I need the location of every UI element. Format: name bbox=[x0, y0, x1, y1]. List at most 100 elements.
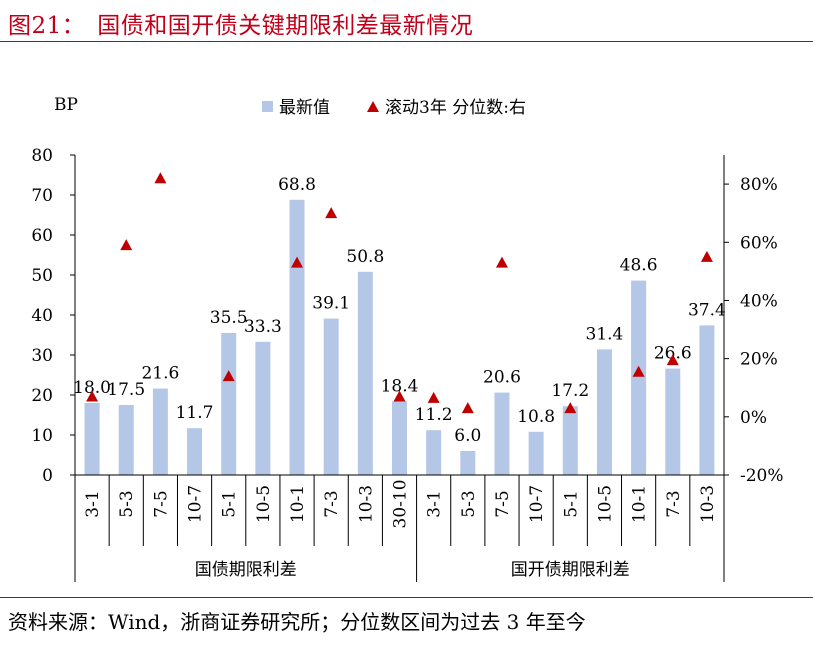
bar bbox=[562, 406, 578, 475]
percentile-marker bbox=[222, 370, 235, 382]
left-tick-label: 0 bbox=[42, 466, 53, 486]
left-axis-unit: BP bbox=[54, 95, 78, 115]
bar bbox=[357, 271, 373, 475]
bar-value-label: 11.2 bbox=[415, 405, 453, 425]
left-tick-label: 40 bbox=[31, 306, 53, 326]
percentile-marker bbox=[120, 239, 133, 251]
percentile-markers bbox=[86, 172, 713, 414]
bar-value-label: 17.2 bbox=[551, 381, 589, 401]
bar bbox=[221, 333, 237, 475]
percentile-marker bbox=[154, 172, 167, 184]
percentile-marker bbox=[564, 402, 577, 414]
bar bbox=[596, 349, 612, 475]
bar bbox=[426, 430, 442, 475]
group-label: 国开债期限利差 bbox=[511, 560, 630, 580]
source-note: 资料来源：Wind，浙商证券研究所；分位数区间为过去 3 年至今 bbox=[8, 610, 586, 634]
x-tick-label: 10-3 bbox=[356, 485, 376, 523]
bar bbox=[631, 280, 647, 475]
x-tick-label: 7-3 bbox=[664, 490, 684, 517]
x-tick-label: 10-7 bbox=[186, 485, 206, 523]
bar-value-label: 39.1 bbox=[312, 294, 350, 314]
left-tick-label: 60 bbox=[31, 226, 53, 246]
bar-value-label: 50.8 bbox=[346, 247, 384, 267]
bar-value-label: 26.6 bbox=[654, 344, 692, 364]
source-rule bbox=[0, 597, 813, 598]
x-tick-label: 5-1 bbox=[220, 490, 240, 517]
bar-chart: BP 最新值 滚动3年 分位数:右 0 10 20 30 40 50 60 70 80 -20%… bbox=[31, 95, 784, 582]
legend-triangle-swatch bbox=[367, 101, 379, 112]
bar-value-labels: 18.017.521.6 11.7 35.533.3 68.8 39.1 50.8 18.4… bbox=[73, 175, 726, 446]
figure-title: 图21： 国债和国开债关键期限利差最新情况 bbox=[8, 13, 474, 39]
percentile-marker bbox=[632, 365, 645, 377]
legend-bar-label: 最新值 bbox=[279, 98, 330, 118]
x-tick-label: 10-3 bbox=[698, 485, 718, 523]
left-tick-label: 50 bbox=[31, 266, 53, 286]
x-tick-label: 3-1 bbox=[425, 490, 445, 517]
right-tick-label: 20% bbox=[740, 350, 778, 370]
bar-value-label: 33.3 bbox=[244, 317, 282, 337]
bar bbox=[528, 431, 544, 475]
bar bbox=[392, 401, 407, 475]
x-tick-label: 3-1 bbox=[83, 490, 103, 517]
bar bbox=[665, 368, 681, 475]
bar-value-label: 31.4 bbox=[586, 324, 624, 344]
left-tick-label: 10 bbox=[31, 426, 53, 446]
title-rule bbox=[0, 41, 813, 42]
right-tick-label: 60% bbox=[740, 233, 778, 253]
x-tick-label: 5-1 bbox=[561, 490, 581, 517]
left-tick-label: 30 bbox=[31, 346, 53, 366]
bar bbox=[699, 325, 715, 475]
bar-value-label: 17.5 bbox=[107, 380, 145, 400]
percentile-marker bbox=[427, 391, 440, 403]
bar-value-label: 6.0 bbox=[454, 426, 481, 446]
percentile-marker bbox=[86, 390, 99, 402]
left-tick-label: 70 bbox=[31, 186, 53, 206]
left-tick-label: 20 bbox=[31, 386, 53, 406]
bar-value-label: 48.6 bbox=[620, 256, 658, 276]
legend-bar-swatch bbox=[262, 101, 273, 112]
x-tick-label: 30-10 bbox=[391, 479, 411, 528]
bar bbox=[323, 318, 339, 475]
percentile-marker bbox=[291, 256, 304, 268]
bar bbox=[152, 388, 168, 475]
right-tick-label: 40% bbox=[740, 291, 778, 311]
bar bbox=[460, 451, 476, 475]
bar-value-label: 18.4 bbox=[381, 376, 419, 396]
bar-value-label: 11.7 bbox=[176, 403, 214, 423]
bar bbox=[494, 392, 510, 475]
percentile-marker bbox=[393, 390, 406, 402]
bar-value-label: 10.8 bbox=[517, 407, 555, 427]
x-tick-label: 10-5 bbox=[254, 485, 274, 523]
bar-value-label: 20.6 bbox=[483, 368, 521, 388]
x-tick-label: 10-7 bbox=[527, 485, 547, 523]
left-tick-label: 80 bbox=[31, 146, 53, 166]
right-y-axis: -20% 0% 20% 40% 60% 80% bbox=[723, 155, 784, 486]
right-tick-label: 0% bbox=[740, 408, 767, 428]
percentile-marker bbox=[700, 250, 713, 262]
bar bbox=[118, 405, 134, 475]
bars-series bbox=[84, 199, 715, 476]
bar bbox=[84, 403, 100, 475]
bar bbox=[187, 428, 203, 475]
x-tick-label: 10-1 bbox=[288, 485, 308, 523]
percentile-marker bbox=[666, 354, 679, 366]
x-tick-label: 10-1 bbox=[630, 485, 650, 523]
x-tick-label: 7-5 bbox=[151, 490, 171, 517]
percentile-marker bbox=[325, 207, 338, 219]
percentile-marker bbox=[495, 256, 508, 268]
percentile-marker bbox=[461, 402, 474, 414]
x-tick-label: 5-3 bbox=[459, 490, 479, 517]
bar-value-label: 21.6 bbox=[141, 364, 179, 384]
x-axis: 3-1 5-3 7-5 10-7 5-1 10-5 10-1 7-3 10-3 30-10 国债期限… bbox=[74, 474, 725, 582]
x-tick-label: 7-5 bbox=[493, 490, 513, 517]
x-tick-label: 7-3 bbox=[322, 490, 342, 517]
group-label: 国债期限利差 bbox=[195, 560, 297, 580]
bar-value-label: 35.5 bbox=[210, 308, 248, 328]
x-tick-label: 10-5 bbox=[595, 485, 615, 523]
x-tick-label: 5-3 bbox=[117, 490, 137, 517]
right-tick-label: 80% bbox=[740, 175, 778, 195]
bar bbox=[255, 341, 271, 475]
bar-value-label: 37.4 bbox=[688, 300, 726, 320]
legend-triangle-label: 滚动3年 分位数:右 bbox=[385, 98, 526, 118]
left-y-axis: 0 10 20 30 40 50 60 70 80 bbox=[31, 146, 76, 486]
